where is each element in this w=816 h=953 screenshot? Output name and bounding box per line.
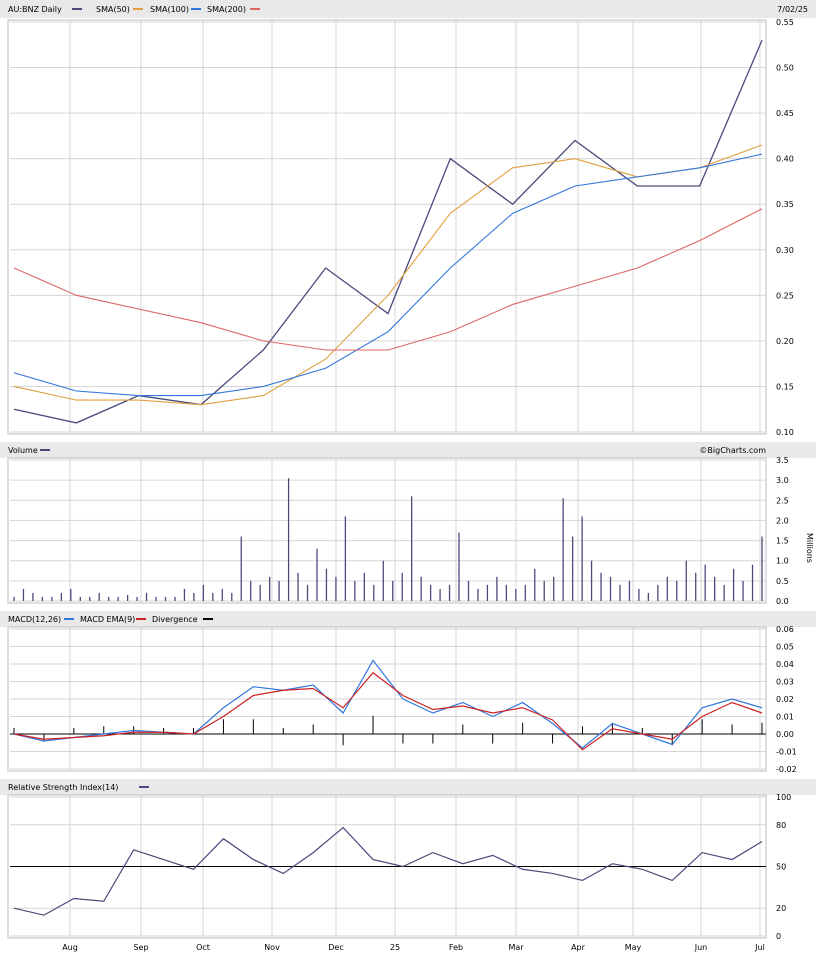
macd-ema-label: MACD EMA(9)	[80, 615, 135, 624]
volume-axis-labels: 3.5 3.0 2.5 2.0 1.5 1.0 0.5 0.0	[776, 456, 789, 606]
y-tick-label: 80	[776, 821, 786, 830]
y-tick-label: 3.0	[776, 476, 789, 485]
y-tick-label: 3.5	[776, 456, 789, 465]
price-panel	[7, 19, 767, 435]
y-tick-label: 0.0	[776, 597, 789, 606]
y-tick-label: 0.02	[776, 695, 794, 704]
x-tick-label: Apr	[571, 943, 586, 952]
x-tick-label: Dec	[328, 943, 343, 952]
x-tick-label: Nov	[264, 943, 280, 952]
volume-bars	[13, 478, 763, 601]
rsi-series	[10, 826, 766, 916]
sma100-label: SMA(100)	[150, 5, 189, 14]
y-tick-label: 0.01	[776, 713, 794, 722]
y-tick-label: 0.35	[776, 200, 794, 209]
x-tick-label: May	[625, 943, 642, 952]
y-tick-label: -0.01	[776, 748, 797, 757]
x-tick-label: Feb	[449, 943, 463, 952]
rsi-line	[13, 826, 763, 916]
price-header-band	[0, 0, 816, 18]
y-tick-label: 0.50	[776, 64, 794, 73]
x-tick-label: Jul	[754, 943, 765, 952]
macd-header-band	[0, 611, 816, 627]
x-tick-label: Sep	[133, 943, 148, 952]
volume-header-band	[0, 442, 816, 458]
chart-date: 7/02/25	[777, 5, 808, 14]
y-tick-label: 0.06	[776, 625, 794, 634]
rsi-axis-labels: 100 80 50 20 0	[776, 793, 791, 941]
y-tick-label: 0.30	[776, 246, 794, 255]
y-tick-label: 0.15	[776, 382, 794, 391]
brand-label: ©BigCharts.com	[699, 446, 766, 455]
volume-grid	[10, 458, 766, 603]
price-series	[13, 39, 763, 424]
macd-title: MACD(12,26)	[8, 615, 61, 624]
macd-ema-line	[13, 671, 763, 751]
macd-axis-labels: 0.06 0.05 0.04 0.03 0.02 0.01 0.00 -0.01 -0.02	[776, 625, 797, 774]
x-tick-label: Oct	[196, 943, 210, 952]
x-tick-label: Mar	[508, 943, 524, 952]
x-tick-label: Aug	[62, 943, 78, 952]
y-tick-label: 50	[776, 863, 786, 872]
y-tick-label: 0.55	[776, 18, 794, 27]
sma200-line	[13, 208, 763, 351]
sma50-label: SMA(50)	[96, 5, 130, 14]
y-tick-label: 20	[776, 904, 786, 913]
rsi-header-band	[0, 779, 816, 795]
price-grid	[10, 20, 766, 434]
y-tick-label: 0.45	[776, 109, 794, 118]
y-tick-label: 100	[776, 793, 791, 802]
y-tick-label: 1.5	[776, 537, 789, 546]
volume-title: Volume	[8, 446, 38, 455]
volume-panel	[7, 457, 767, 604]
y-tick-label: 0.03	[776, 678, 794, 687]
symbol-label: AU:BNZ Daily	[8, 5, 62, 14]
y-tick-label: 0	[776, 932, 781, 941]
y-tick-label: 0.20	[776, 337, 794, 346]
y-tick-label: 2.0	[776, 516, 789, 525]
rsi-title: Relative Strength Index(14)	[8, 783, 118, 792]
x-tick-label: 25	[390, 943, 400, 952]
sma100-line	[13, 153, 763, 397]
y-tick-label: 0.05	[776, 643, 794, 652]
volume-ylabel: Millions	[805, 533, 814, 563]
y-tick-label: 0.40	[776, 155, 794, 164]
y-tick-label: 0.04	[776, 660, 794, 669]
price-axis-labels: 0.55 0.50 0.45 0.40 0.35 0.30 0.25 0.20 0.15 0.10	[776, 18, 794, 437]
macd-series	[10, 659, 766, 751]
y-tick-label: -0.02	[776, 765, 797, 774]
y-tick-label: 0.10	[776, 428, 794, 437]
x-tick-label: Jun	[694, 943, 708, 952]
divergence-label: Divergence	[152, 615, 198, 624]
y-tick-label: 0.5	[776, 577, 789, 586]
y-tick-label: 2.5	[776, 496, 789, 505]
y-tick-label: 0.25	[776, 291, 794, 300]
y-tick-label: 1.0	[776, 557, 789, 566]
x-axis-labels: Aug Sep Oct Nov Dec 25 Feb Mar Apr May Jun Jul	[62, 943, 765, 952]
sma200-label: SMA(200)	[207, 5, 246, 14]
y-tick-label: 0.00	[776, 730, 794, 739]
macd-line	[13, 659, 763, 749]
